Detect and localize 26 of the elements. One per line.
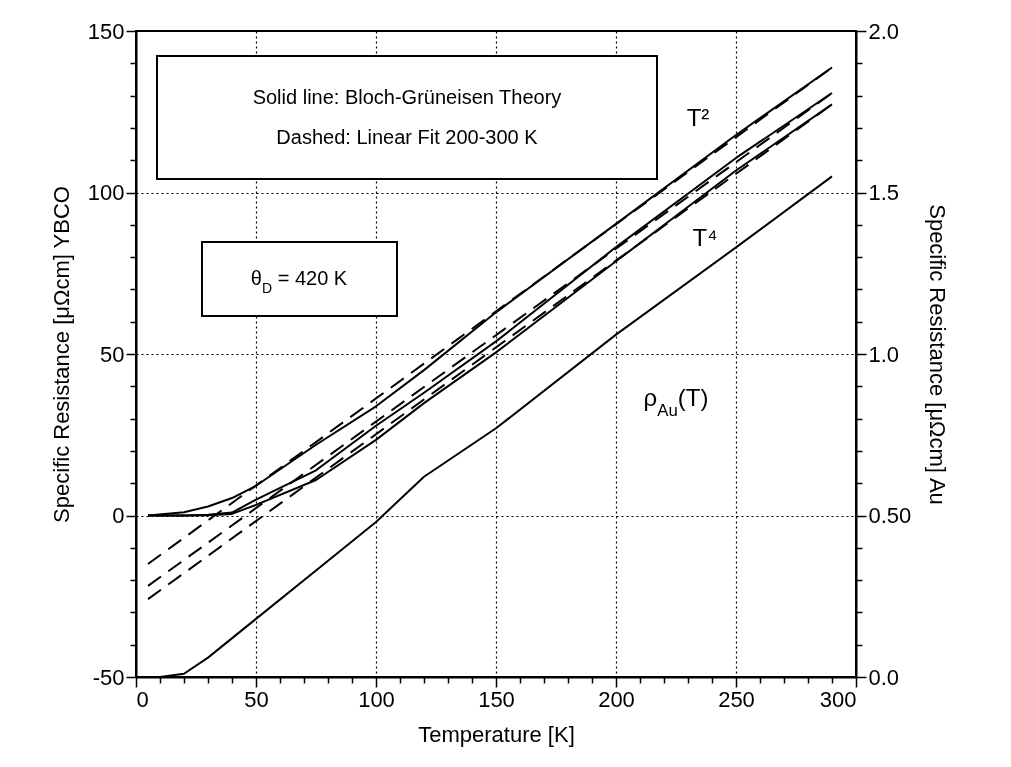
y-tick-label: 100 bbox=[87, 180, 125, 205]
x-tick-label: 300 bbox=[819, 686, 857, 712]
annotation: Dashed: Linear Fit 200-300 K bbox=[276, 126, 539, 148]
annotation: ρ$_{Au}$(T) bbox=[643, 384, 709, 420]
x-tick-label: 100 bbox=[358, 686, 395, 712]
x-axis-title: Temperature [K] bbox=[418, 721, 575, 747]
x-tick-label: 50 bbox=[244, 686, 269, 712]
y-tick-label: 150 bbox=[87, 18, 125, 44]
y2-tick-label: 0.0 bbox=[868, 664, 900, 690]
y-axis-title: Specific Resistance [μΩcm] YBCO bbox=[48, 186, 74, 523]
x-tick-label: 250 bbox=[718, 686, 755, 712]
x-tick-label: 200 bbox=[598, 686, 635, 712]
y2-tick-label: 1.0 bbox=[868, 341, 900, 367]
y2-tick-label: 2.0 bbox=[868, 18, 900, 44]
y-tick-label: 50 bbox=[100, 341, 125, 367]
annotation: Solid line: Bloch-Grüneisen Theory bbox=[252, 86, 562, 108]
y2-axis-title: Specific Resistance [μΩcm] Au bbox=[925, 204, 951, 505]
annotation: T⁴ bbox=[692, 224, 718, 251]
annotation: θ$_{D}$ = 420 K bbox=[250, 267, 348, 296]
x-tick-label: 150 bbox=[478, 686, 515, 712]
y-tick-label: -50 bbox=[92, 664, 125, 690]
x-tick-label: 0 bbox=[136, 686, 149, 712]
y-tick-label: 0 bbox=[112, 503, 125, 528]
annotation: T² bbox=[686, 104, 710, 131]
y2-tick-label: 0.50 bbox=[868, 503, 912, 528]
y2-tick-label: 1.5 bbox=[868, 180, 900, 205]
